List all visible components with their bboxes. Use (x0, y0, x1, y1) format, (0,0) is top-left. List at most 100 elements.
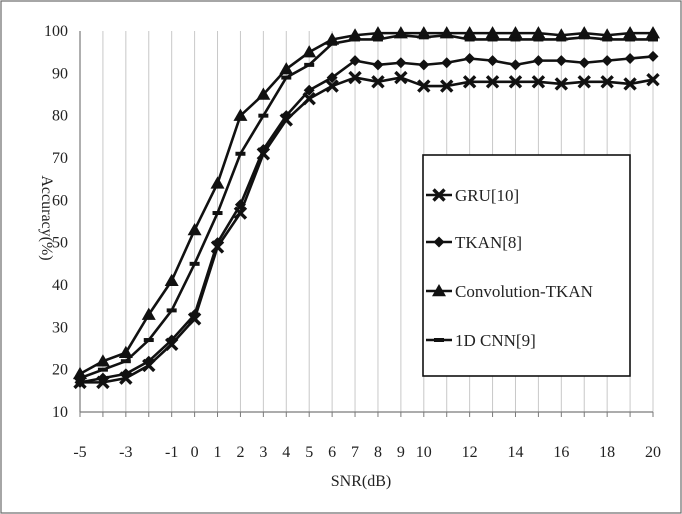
data-point-triangle (485, 26, 500, 39)
data-point-triangle (187, 222, 202, 236)
data-point-diamond (97, 372, 109, 384)
legend: GRU[10] TKAN[8] Convolution-TKAN 1D CNN[9] (422, 154, 631, 377)
series-tkan-8 (74, 50, 659, 388)
x-tick-label: 18 (599, 444, 615, 461)
legend-label: GRU[10] (455, 186, 519, 205)
x-tick-label: 4 (282, 444, 290, 461)
x-tick-label: 14 (507, 444, 523, 461)
data-point-triangle (279, 62, 294, 75)
data-point-diamond (303, 84, 315, 96)
data-point-cross (348, 70, 362, 85)
data-point-diamond (555, 55, 567, 67)
data-point-diamond (464, 53, 476, 65)
x-tick-label: -3 (119, 444, 132, 461)
data-point-diamond (257, 144, 269, 156)
data-point-diamond (234, 199, 246, 211)
data-point-cross (531, 75, 546, 89)
data-point-cross (462, 75, 477, 89)
data-point-cross (646, 72, 660, 87)
legend-entry: GRU[10] (426, 186, 519, 205)
data-point-triangle (508, 26, 523, 39)
x-tick-label: 10 (416, 444, 432, 461)
data-point-triangle (600, 28, 615, 41)
y-tick-label: 50 (52, 235, 68, 252)
y-tick-label: 80 (52, 108, 68, 125)
data-point-diamond (532, 55, 544, 67)
legend-label: Convolution-TKAN (455, 282, 593, 301)
y-tick-label: 90 (52, 65, 68, 82)
legend-label: 1D CNN[9] (455, 331, 536, 350)
data-point-cross (485, 75, 500, 89)
data-point-diamond (395, 57, 407, 69)
data-point-diamond (166, 334, 178, 346)
x-tick-label: 5 (305, 444, 313, 461)
y-axis-label: Accuracy(%) (38, 175, 55, 260)
data-point-cross (394, 70, 408, 85)
data-point-triangle (416, 26, 431, 39)
data-point-cross (600, 75, 614, 89)
x-tick-label: 0 (191, 444, 199, 461)
x-tick-label: 6 (328, 444, 336, 461)
legend-entry: TKAN[8] (426, 233, 522, 252)
data-point-cross (554, 77, 569, 91)
series-layer (73, 26, 660, 390)
data-point-triangle (348, 28, 363, 41)
data-point-diamond (601, 55, 613, 67)
data-point-diamond (578, 57, 590, 69)
y-tick-labels: 10 20 30 40 50 60 70 80 90 100 (44, 23, 68, 421)
data-point-triangle (554, 28, 569, 41)
data-point-cross (577, 75, 591, 89)
y-tick-label: 20 (52, 362, 68, 379)
data-point-cross (325, 79, 339, 93)
y-tick-label: 40 (52, 277, 68, 294)
data-point-diamond (326, 72, 338, 84)
data-point-cross (417, 79, 431, 93)
legend-label: TKAN[8] (455, 233, 522, 252)
data-point-triangle (233, 108, 248, 121)
x-tick-label: 2 (236, 444, 244, 461)
data-point-triangle (646, 26, 660, 39)
x-tick-label: 16 (553, 444, 569, 461)
x-tick-label: 12 (462, 444, 478, 461)
data-point-triangle (302, 45, 317, 58)
data-point-triangle (531, 26, 546, 39)
data-point-diamond (120, 368, 132, 380)
y-tick-label: 10 (52, 404, 68, 421)
data-point-diamond (647, 50, 659, 62)
data-point-cross (432, 188, 446, 202)
data-point-cross (371, 75, 385, 89)
data-point-cross (440, 79, 454, 93)
x-tick-label: 9 (397, 444, 405, 461)
x-axis-label: SNR(dB) (331, 473, 391, 490)
data-point-diamond (433, 236, 445, 248)
data-point-diamond (143, 355, 155, 367)
y-tick-label: 30 (52, 319, 68, 336)
data-point-diamond (624, 53, 636, 65)
data-point-triangle (577, 26, 592, 39)
data-point-diamond (418, 59, 430, 71)
data-point-diamond (509, 59, 521, 71)
data-point-diamond (372, 59, 384, 71)
data-point-triangle (623, 26, 638, 39)
data-point-triangle (118, 345, 133, 358)
legend-entry: 1D CNN[9] (426, 331, 536, 350)
data-point-triangle (432, 284, 446, 297)
x-tick-label: -5 (73, 444, 86, 461)
x-tick-label: 3 (259, 444, 267, 461)
data-point-diamond (487, 55, 499, 67)
data-point-cross (623, 77, 637, 91)
x-tick-label: 1 (214, 444, 222, 461)
y-tick-label: 100 (44, 23, 68, 40)
data-point-diamond (349, 55, 361, 67)
data-point-diamond (189, 309, 201, 321)
data-point-diamond (441, 57, 453, 69)
data-point-diamond (280, 110, 292, 122)
data-point-triangle (141, 307, 156, 320)
x-tick-label: 8 (374, 444, 382, 461)
data-point-triangle (370, 26, 385, 39)
axes (79, 31, 654, 417)
series-1d-cnn-9 (75, 33, 658, 381)
series-convolution-tkan (73, 26, 660, 380)
